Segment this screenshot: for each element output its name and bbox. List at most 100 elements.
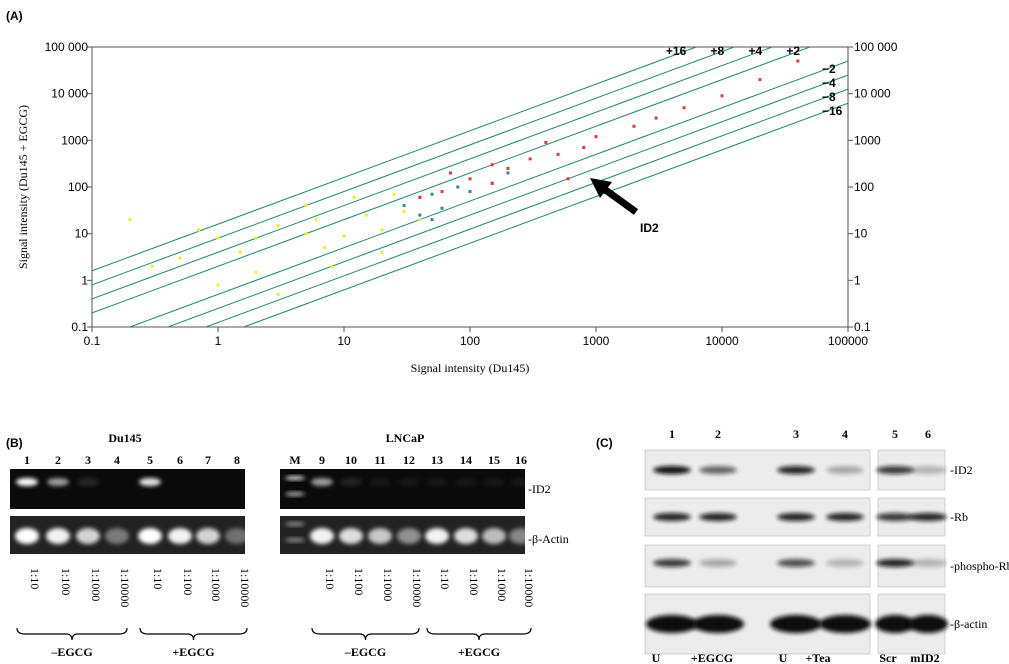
dilution-label: 1:10: [28, 568, 42, 589]
lane-label: 6: [177, 453, 183, 467]
fold-label: +16: [666, 44, 687, 58]
dilution-label: 1:100: [59, 568, 73, 595]
band: [826, 559, 864, 567]
lane-label: 5: [147, 453, 153, 467]
point: [758, 78, 762, 82]
band: [510, 478, 532, 486]
band: [653, 466, 691, 474]
group-label: –EGCG: [344, 645, 386, 659]
band-label: -ID2: [528, 482, 551, 496]
band: [909, 513, 947, 521]
band: [225, 528, 249, 544]
lane-label: 8: [234, 453, 240, 467]
band: [826, 466, 864, 474]
point: [402, 204, 406, 208]
band: [340, 478, 362, 486]
point: [254, 236, 258, 240]
y-tick-label: 10 000: [51, 87, 88, 101]
brace: [426, 627, 532, 641]
x-tick-label: 100000: [828, 334, 868, 348]
point: [440, 206, 444, 210]
lane-label: 16: [515, 453, 527, 467]
row-label: -ID2: [950, 463, 973, 477]
band: [876, 559, 914, 567]
point: [544, 140, 548, 144]
band: [819, 615, 871, 633]
lane-label: 1: [669, 427, 675, 441]
point: [468, 177, 472, 181]
point: [216, 283, 220, 287]
point: [448, 171, 452, 175]
point: [364, 213, 368, 217]
point: [254, 270, 258, 274]
lane-label: 12: [403, 453, 415, 467]
y-tick-label: 1000: [854, 133, 881, 147]
fold-label: −4: [822, 76, 836, 90]
y-tick-label: 10: [75, 227, 89, 241]
brace: [139, 627, 248, 641]
band: [77, 478, 99, 486]
point: [304, 232, 308, 236]
band: [368, 528, 392, 544]
row-label: -β-actin: [950, 617, 987, 631]
lane-label: 4: [842, 427, 848, 441]
fold-line: [204, 88, 848, 327]
point: [418, 218, 422, 222]
point: [196, 228, 200, 232]
gel-title: Du145: [108, 431, 141, 445]
band: [138, 528, 162, 544]
point: [352, 195, 356, 199]
point: [392, 192, 396, 196]
point: [490, 181, 494, 185]
band: [311, 478, 333, 486]
arrow-head: [590, 178, 612, 198]
point: [418, 195, 422, 199]
dilution-label: 1:10000: [238, 568, 252, 607]
point: [682, 106, 686, 110]
row-label: -phospho-Rb: [950, 559, 1009, 573]
point: [654, 116, 658, 120]
band: [285, 492, 305, 496]
band: [105, 528, 129, 544]
point: [380, 228, 384, 232]
fold-label: −16: [822, 104, 843, 118]
point: [468, 190, 472, 194]
point: [418, 213, 422, 217]
band: [692, 615, 744, 633]
x-tick-label: 1000: [583, 334, 610, 348]
fold-label: +2: [786, 44, 800, 58]
point: [330, 264, 334, 268]
x-axis-title: Signal intensity (Du145): [411, 361, 530, 375]
point: [402, 209, 406, 213]
y-tick-label: 100: [854, 180, 874, 194]
arrow-shaft: [597, 183, 639, 215]
band: [875, 615, 915, 633]
point: [440, 190, 444, 194]
band: [285, 538, 305, 542]
point: [720, 94, 724, 98]
point: [594, 135, 598, 139]
fold-line: [128, 60, 848, 327]
band: [425, 528, 449, 544]
dilution-label: 1:1000: [89, 568, 103, 601]
lane-label: 1: [24, 453, 30, 467]
band: [339, 528, 363, 544]
lane-label: 5: [892, 427, 898, 441]
band: [310, 528, 334, 544]
condition-label: +EGCG: [691, 651, 733, 664]
x-tick-label: 0.1: [84, 334, 101, 348]
point: [178, 256, 182, 260]
condition-label: Scr: [879, 651, 897, 664]
point: [490, 163, 494, 167]
fold-label: −8: [822, 90, 836, 104]
x-tick-label: 1: [215, 334, 222, 348]
gel: [10, 469, 245, 509]
plot-area: [92, 47, 848, 327]
annotation: ID2: [640, 221, 659, 235]
lane-label: 10: [345, 453, 357, 467]
data-layer: [92, 47, 848, 327]
band: [777, 559, 815, 567]
band: [139, 478, 161, 486]
band: [509, 528, 533, 544]
